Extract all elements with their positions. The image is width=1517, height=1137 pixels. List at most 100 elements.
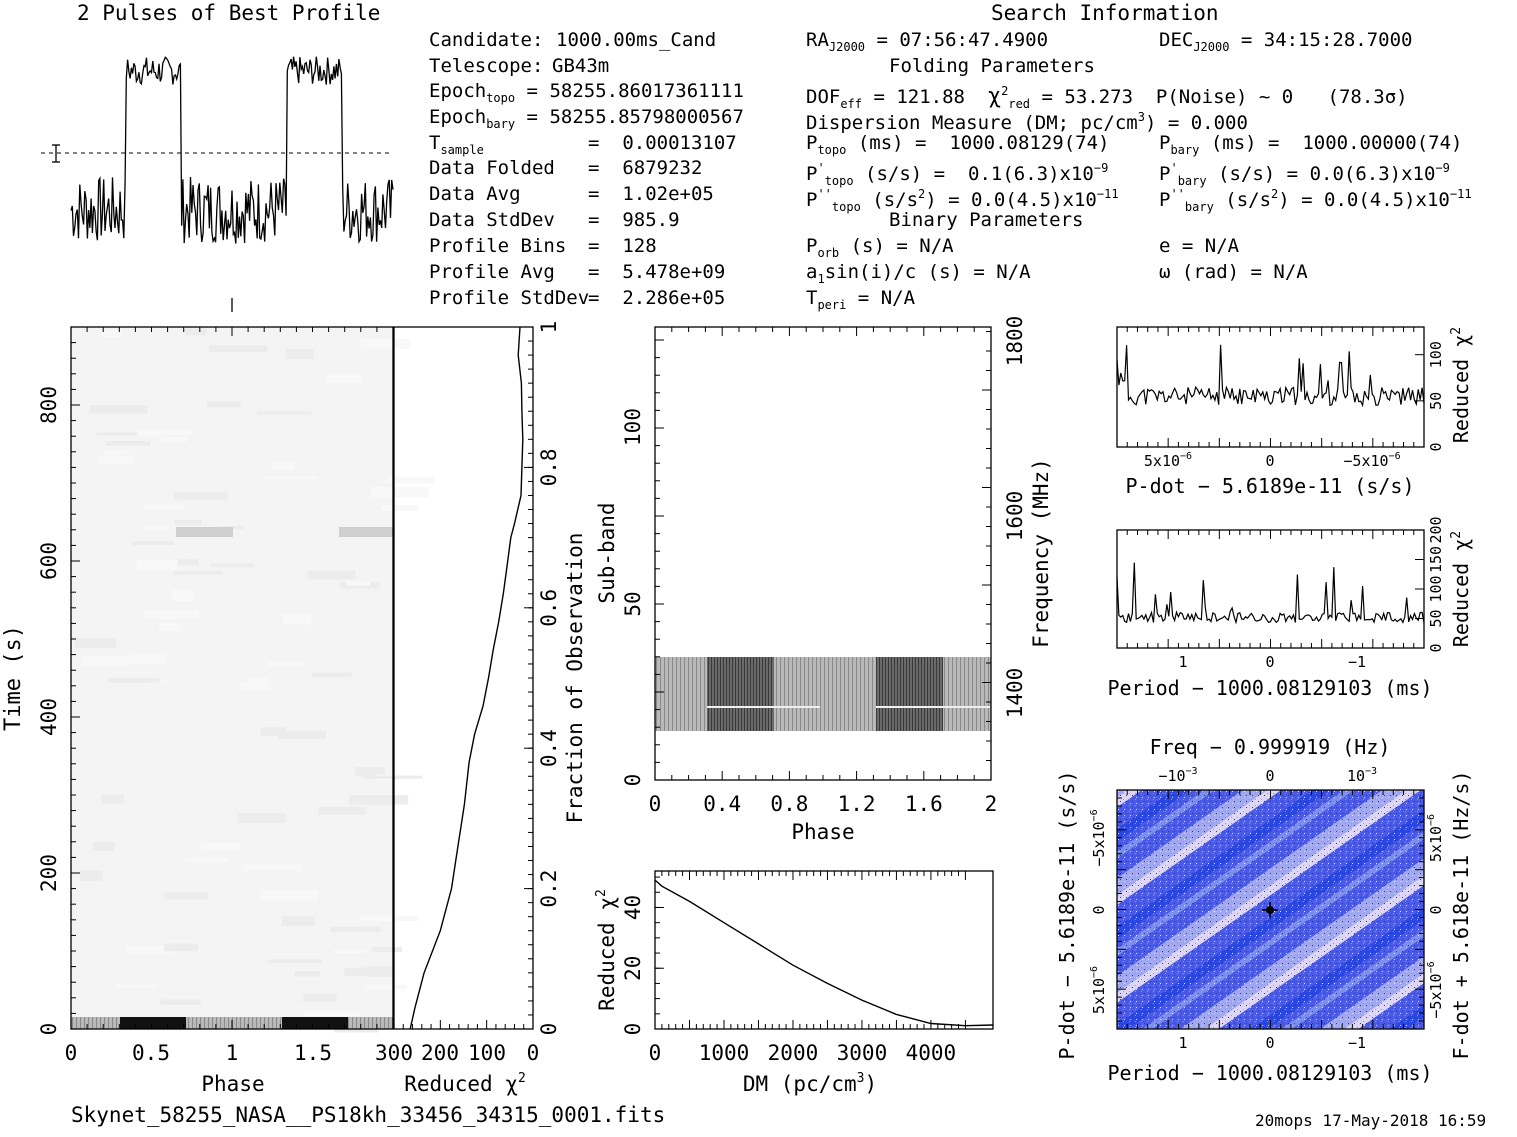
- subband-xtick-label: 1.6: [905, 792, 943, 816]
- timephase-cell: [185, 858, 228, 863]
- pd-bary-row: P'bary (s/s) = 0.0(6.3)x10−9: [1159, 161, 1450, 188]
- timechi-frame: [393, 326, 534, 1030]
- porb-row: Porb (s) = N/A: [806, 235, 954, 260]
- timephase-ytick-label: 200: [37, 854, 61, 892]
- timephase-cell: [303, 1012, 361, 1016]
- e-row: e = N/A: [1159, 235, 1240, 257]
- p-pdot-plot: Freq − 0.999919 (Hz) −10−3 0 10−3 1 0 −1 Period…: [1055, 735, 1473, 1085]
- epoch-bary-row: Epochbary = 58255.85798000567: [429, 106, 744, 131]
- pd-topo-row: P'topo (s/s) = 0.1(6.3)x10−9: [806, 161, 1109, 188]
- timephase-cell: [311, 672, 352, 678]
- p-topo-row: Ptopo (ms) = 1000.08129(74): [806, 132, 1110, 157]
- fraction-tick-label: 0: [537, 1023, 561, 1036]
- timephase-cell: [364, 984, 407, 990]
- timephase-cell: [267, 661, 307, 667]
- dm-xtick-label: 1000: [699, 1041, 750, 1065]
- tsample-value: = 0.00013107: [588, 132, 737, 154]
- timephase-ytick-label: 400: [37, 698, 61, 736]
- ra-value: 07:56:47.4900: [899, 29, 1049, 51]
- epoch-topo-value: 58255.86017361111: [549, 80, 744, 102]
- timephase-cell: [96, 432, 153, 436]
- timephase-cell: [174, 519, 202, 525]
- profile-title: 2 Pulses of Best Profile: [77, 1, 381, 25]
- ppdot-top-tick-label: −10−3: [1158, 766, 1197, 785]
- subband-xtick-label: 1.2: [838, 792, 876, 816]
- timephase-cell: [344, 967, 367, 976]
- timephase-cell: [302, 993, 338, 1003]
- freq-tick-label: 1600: [1003, 491, 1027, 542]
- pdot-xtick-label: 5x10−6: [1144, 451, 1192, 470]
- timephase-cell: [360, 915, 419, 922]
- timephase-cell: [108, 677, 160, 683]
- timephase-cell: [136, 559, 178, 571]
- omega-row: ω (rad) = N/A: [1159, 261, 1308, 283]
- pdot-xtick-exp: −6: [1180, 451, 1192, 462]
- dm-row: Dispersion Measure (DM; pc/cm3) = 0.000: [806, 110, 1248, 134]
- dm-xlabel: DM (pc/cm3): [743, 1071, 877, 1096]
- period-right-label: Reduced χ2: [1449, 531, 1473, 647]
- timephase-cell: [307, 570, 356, 580]
- timephase-cell: [355, 766, 385, 777]
- timephase-cell: [277, 730, 326, 740]
- subband-pulse: [707, 657, 774, 731]
- timephase-cell: [260, 890, 318, 901]
- timephase-cell: [330, 926, 381, 933]
- epoch-bary-value: 58255.85798000567: [549, 106, 744, 128]
- timephase-ylabel: Time (s): [1, 625, 26, 731]
- dm-frame: [654, 870, 994, 1030]
- timephase-cell: [129, 653, 167, 665]
- profile-stddev-value: = 2.286e+05: [588, 287, 726, 309]
- ppdot-top-tick-label: 10−3: [1347, 766, 1377, 785]
- ppdot-xtick-label: 0: [1265, 1034, 1274, 1052]
- pdot-ytick-label: 0: [1427, 442, 1445, 451]
- period-frame: [1116, 529, 1425, 649]
- tsample-row: Tsample: [429, 132, 484, 157]
- pdot-xtick-exp: −6: [1389, 451, 1401, 462]
- dm-xtick-label: 4000: [906, 1041, 957, 1065]
- ppdot-ytick-label: 5x10−6: [1089, 966, 1108, 1014]
- timephase-cell: [184, 328, 207, 336]
- timephase-cell: [206, 401, 241, 408]
- timephase-ytick-label: 600: [37, 542, 61, 580]
- timephase-cell: [210, 563, 254, 568]
- pdot-xtick-label: 0: [1265, 452, 1274, 470]
- timephase-pulse: [120, 1017, 186, 1029]
- dm-xlabel-close: ): [864, 1072, 877, 1096]
- timephase-ytick-label: 0: [37, 1023, 61, 1036]
- ppdot-top-exp: −3: [1365, 766, 1377, 777]
- timephase-cell: [294, 971, 321, 977]
- timephase-cell: [256, 411, 312, 415]
- timephase-cell: [325, 373, 363, 383]
- data-folded-label: Data Folded: [429, 157, 555, 179]
- timephase-xtick-label: 1.5: [294, 1041, 332, 1065]
- subband-xtick-label: 2: [985, 792, 998, 816]
- period-ytick-label: 50: [1427, 609, 1445, 627]
- dm-ylabel-sup: 2: [594, 889, 609, 897]
- timephase-cell: [115, 984, 158, 988]
- timephase-pulse: [282, 1017, 348, 1029]
- period-ytick-label: 200: [1427, 516, 1445, 543]
- timephase-cell: [164, 943, 198, 952]
- profile-avg-value: = 5.478e+09: [588, 261, 726, 283]
- ppdot-y-exp: −6: [1089, 809, 1100, 821]
- data-avg-label: Data Avg: [429, 183, 521, 205]
- timephase-cell: [345, 581, 371, 586]
- freq-tick-label: 1400: [1003, 668, 1027, 719]
- timechi-xlabel: Reduced χ2: [404, 1071, 526, 1096]
- timephase-cell: [103, 450, 127, 455]
- timephase-cell: [285, 348, 314, 359]
- ppdot-xtick-label: 1: [1178, 1034, 1187, 1052]
- timephase-xtick-label: 0: [65, 1041, 78, 1065]
- timephase-cell: [271, 461, 294, 470]
- dm-xlabel-sup: 3: [857, 1071, 865, 1086]
- timephase-cell: [173, 491, 228, 500]
- pdot-ytick-label: 50: [1427, 392, 1445, 410]
- fraction-tick-label: 1: [537, 321, 561, 334]
- pdot-right-label-sup: 2: [1449, 327, 1464, 335]
- timephase-xtick-label: 1: [226, 1041, 239, 1065]
- subband-phase-plot: 0 0.4 0.8 1.2 1.6 2 0 50 100 1400 1600 1800 Phase Sub…: [595, 316, 1053, 844]
- data-stddev-value: = 985.9: [588, 209, 680, 231]
- timephase-cell: [74, 638, 117, 648]
- dm-xtick-label: 3000: [837, 1041, 888, 1065]
